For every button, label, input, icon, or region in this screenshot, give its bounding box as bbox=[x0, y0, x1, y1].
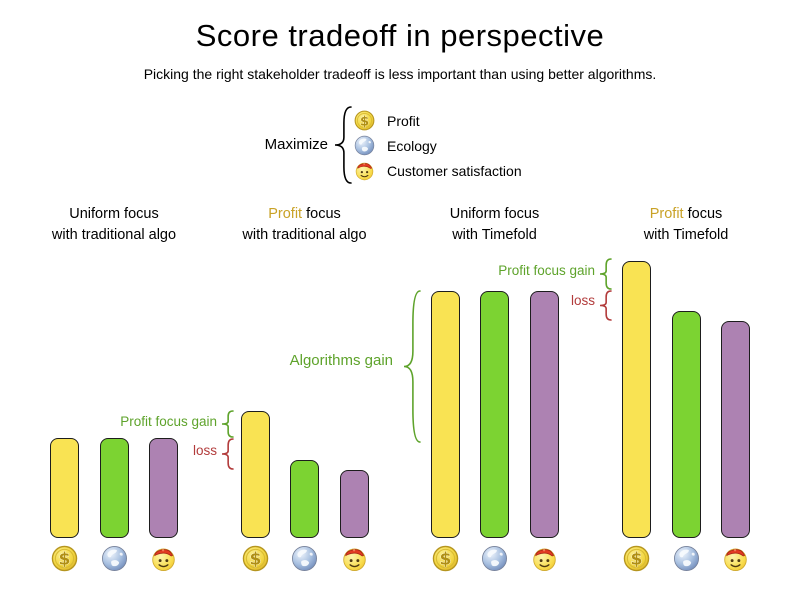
score-bar-customer-satisfaction bbox=[149, 438, 178, 538]
legend-maximize-label: Maximize bbox=[264, 136, 328, 153]
group-label-highlight: Profit bbox=[268, 206, 303, 222]
customer-satisfaction-smiley-icon bbox=[150, 545, 177, 572]
profit-coin-icon bbox=[51, 545, 78, 572]
legend-item-ecology: Ecology bbox=[354, 133, 522, 158]
group-label: Profit focus with Timefold bbox=[643, 206, 729, 244]
ecology-globe-icon bbox=[481, 545, 508, 572]
annotation-brace-gain bbox=[599, 258, 612, 290]
legend: Profit Ecology Customer satisfaction bbox=[354, 108, 522, 183]
ecology-globe-icon bbox=[291, 545, 318, 572]
annotation-loss: loss bbox=[570, 293, 595, 309]
annotation-loss: loss bbox=[192, 443, 217, 459]
annotation-gain: Algorithms gain bbox=[289, 352, 393, 370]
score-bar-profit bbox=[430, 291, 460, 538]
score-bar-customer-satisfaction bbox=[339, 470, 369, 538]
group-label: Uniform focus with Timefold bbox=[449, 206, 540, 244]
score-bar-profit bbox=[240, 411, 270, 538]
customer-satisfaction-smiley-icon bbox=[722, 545, 749, 572]
score-bar-customer-satisfaction bbox=[529, 291, 559, 538]
annotation-brace-loss bbox=[599, 290, 612, 321]
annotation-brace-gain bbox=[403, 290, 421, 443]
annotation-gain: Profit focus gain bbox=[120, 414, 217, 430]
score-bar-customer-satisfaction bbox=[721, 321, 750, 538]
legend-brace bbox=[334, 106, 352, 184]
ecology-globe-icon bbox=[673, 545, 700, 572]
legend-item-customer-satisfaction: Customer satisfaction bbox=[354, 158, 522, 183]
score-bar-ecology bbox=[480, 291, 509, 538]
profit-coin-icon bbox=[354, 110, 375, 131]
group-label: Profit focus with traditional algo bbox=[242, 206, 367, 244]
ecology-globe-icon bbox=[101, 545, 128, 572]
customer-satisfaction-smiley-icon bbox=[531, 545, 558, 572]
group-label: Uniform focus with traditional algo bbox=[51, 206, 177, 244]
score-bar-profit bbox=[622, 261, 651, 538]
legend-item-label: Customer satisfaction bbox=[387, 162, 522, 179]
page-title: Score tradeoff in perspective bbox=[195, 18, 605, 53]
group-label-highlight: Profit bbox=[649, 206, 684, 222]
page-subtitle: Picking the right stakeholder tradeoff i… bbox=[143, 66, 657, 82]
score-bar-profit bbox=[50, 438, 79, 538]
ecology-globe-icon bbox=[354, 135, 375, 156]
score-bar-ecology bbox=[671, 311, 701, 538]
score-bar-ecology bbox=[99, 438, 129, 538]
annotation-gain: Profit focus gain bbox=[498, 263, 595, 279]
legend-item-label: Ecology bbox=[387, 137, 437, 154]
customer-satisfaction-smiley-icon bbox=[341, 545, 368, 572]
profit-coin-icon bbox=[242, 545, 269, 572]
profit-coin-icon bbox=[623, 545, 650, 572]
legend-item-label: Profit bbox=[387, 112, 420, 129]
legend-item-profit: Profit bbox=[354, 108, 522, 133]
customer-satisfaction-smiley-icon bbox=[354, 160, 375, 181]
profit-coin-icon bbox=[432, 545, 459, 572]
score-bar-ecology bbox=[290, 460, 319, 538]
annotation-brace-gain bbox=[221, 410, 234, 438]
annotation-brace-loss bbox=[221, 438, 234, 470]
